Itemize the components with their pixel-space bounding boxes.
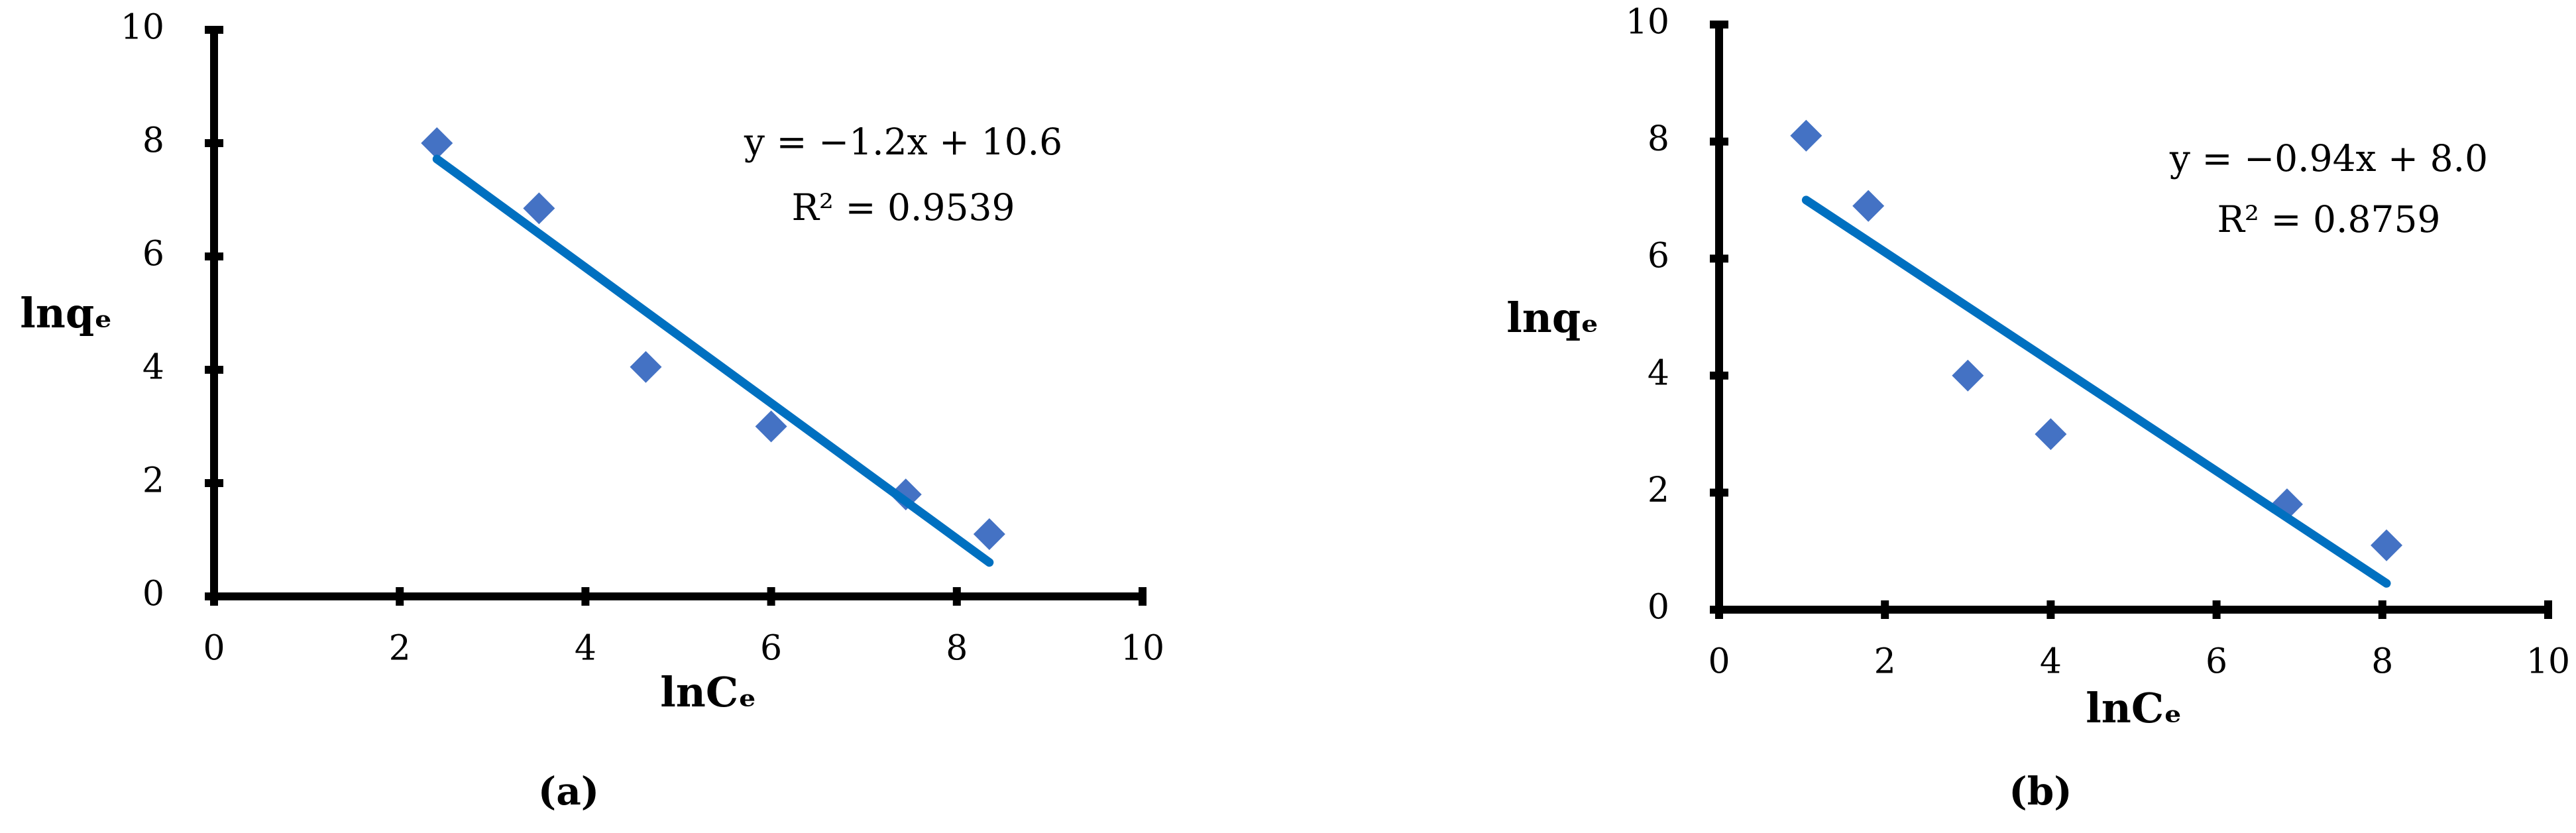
trendline	[1801, 195, 2391, 588]
y-tick-label: 10	[121, 8, 164, 48]
data-point	[755, 410, 787, 443]
caption: (b)	[2009, 769, 2072, 814]
x-tick-label: 0	[1708, 642, 1730, 682]
data-point	[523, 192, 555, 225]
x-tick-label: 2	[389, 629, 411, 669]
x-tick-label: 10	[1121, 629, 1164, 669]
y-tick-label: 8	[142, 121, 164, 161]
trendline	[432, 154, 994, 567]
y-tick-label: 6	[1648, 237, 1669, 276]
equation-label: y = −0.94x + 8.0	[2169, 137, 2488, 180]
data-point	[973, 518, 1005, 550]
data-point	[2035, 418, 2067, 451]
y-tick-label: 0	[1648, 588, 1669, 628]
x-axis-label: lnCₑ	[2086, 684, 2182, 732]
data-point	[2371, 529, 2403, 561]
equation-label: R² = 0.9539	[792, 186, 1015, 229]
x-tick-label: 4	[2040, 642, 2062, 682]
x-tick-label: 8	[2371, 642, 2393, 682]
x-tick-label: 4	[575, 629, 596, 669]
y-tick-label: 2	[1648, 471, 1669, 510]
data-point	[421, 127, 453, 159]
data-point	[1790, 119, 1822, 152]
y-tick-label: 4	[1648, 353, 1669, 393]
x-tick-label: 0	[203, 629, 225, 669]
data-point	[1852, 190, 1885, 222]
y-tick-label: 2	[142, 461, 164, 501]
x-tick-label: 2	[1874, 642, 1896, 682]
x-tick-label: 8	[946, 629, 968, 669]
y-tick-label: 10	[1626, 3, 1669, 42]
x-axis-label: lnCₑ	[660, 668, 757, 716]
equation-label: R² = 0.8759	[2217, 198, 2441, 241]
x-tick-label: 6	[760, 629, 782, 669]
y-axis-label: lnqₑ	[20, 289, 113, 337]
equation-label: y = −1.2x + 10.6	[744, 121, 1062, 163]
y-tick-label: 4	[142, 348, 164, 388]
x-tick-label: 6	[2206, 642, 2227, 682]
data-point	[630, 351, 662, 383]
x-tick-label: 10	[2526, 642, 2570, 682]
y-tick-label: 0	[142, 575, 164, 614]
caption: (a)	[538, 769, 599, 814]
y-axis-label: lnqₑ	[1506, 294, 1599, 342]
y-tick-label: 6	[142, 235, 164, 274]
data-point	[1952, 359, 1984, 392]
y-tick-label: 8	[1648, 119, 1669, 159]
